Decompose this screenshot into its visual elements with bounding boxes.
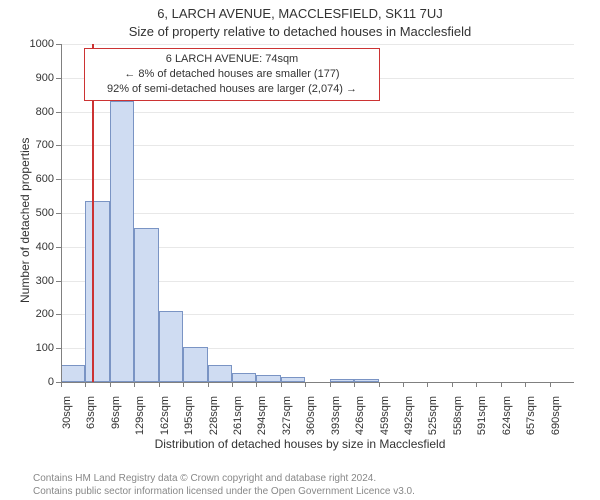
x-tick-label: 294sqm bbox=[256, 396, 268, 446]
x-tick-label: 129sqm bbox=[134, 396, 146, 446]
y-tick-label: 300 bbox=[26, 275, 54, 287]
x-axis-line bbox=[61, 382, 574, 383]
x-tick-label: 591sqm bbox=[476, 396, 488, 446]
histogram-bar bbox=[232, 373, 256, 382]
histogram-bar bbox=[256, 375, 280, 382]
x-tick-label: 525sqm bbox=[427, 396, 439, 446]
attribution-line-1: Contains HM Land Registry data © Crown c… bbox=[33, 472, 415, 485]
annotation-line-1: 6 LARCH AVENUE: 74sqm bbox=[91, 52, 373, 67]
y-tick-label: 200 bbox=[26, 308, 54, 320]
x-tick-label: 393sqm bbox=[330, 396, 342, 446]
x-tick-label: 690sqm bbox=[550, 396, 562, 446]
page-root: 6, LARCH AVENUE, MACCLESFIELD, SK11 7UJ … bbox=[0, 0, 600, 500]
chart-title-address: 6, LARCH AVENUE, MACCLESFIELD, SK11 7UJ bbox=[0, 6, 600, 21]
histogram-bar bbox=[85, 201, 109, 382]
histogram-bar bbox=[159, 311, 183, 382]
x-tick-label: 657sqm bbox=[525, 396, 537, 446]
y-tick-label: 700 bbox=[26, 139, 54, 151]
attribution-line-2: Contains public sector information licen… bbox=[33, 485, 415, 498]
x-tick-label: 162sqm bbox=[159, 396, 171, 446]
y-tick-label: 900 bbox=[26, 72, 54, 84]
histogram-bar bbox=[134, 228, 158, 382]
x-tick-label: 624sqm bbox=[501, 396, 513, 446]
histogram-bar bbox=[208, 365, 232, 382]
x-tick-label: 459sqm bbox=[379, 396, 391, 446]
y-tick-label: 600 bbox=[26, 173, 54, 185]
y-gridline bbox=[61, 112, 574, 113]
x-tick-label: 261sqm bbox=[232, 396, 244, 446]
y-gridline bbox=[61, 44, 574, 45]
histogram-bar bbox=[183, 347, 207, 382]
y-gridline bbox=[61, 145, 574, 146]
x-tick-label: 360sqm bbox=[305, 396, 317, 446]
annotation-box: 6 LARCH AVENUE: 74sqm ← 8% of detached h… bbox=[84, 48, 380, 101]
y-tick-label: 100 bbox=[26, 342, 54, 354]
y-tick-label: 800 bbox=[26, 106, 54, 118]
x-tick-label: 558sqm bbox=[452, 396, 464, 446]
histogram-bar bbox=[110, 101, 134, 382]
x-tick-label: 426sqm bbox=[354, 396, 366, 446]
x-tick-label: 96sqm bbox=[110, 396, 122, 446]
y-tick-label: 400 bbox=[26, 241, 54, 253]
y-tick-label: 0 bbox=[26, 376, 54, 388]
y-gridline bbox=[61, 213, 574, 214]
y-tick-label: 500 bbox=[26, 207, 54, 219]
y-tick-label: 1000 bbox=[26, 38, 54, 50]
x-tick-label: 327sqm bbox=[281, 396, 293, 446]
x-tick-label: 63sqm bbox=[85, 396, 97, 446]
histogram-bar bbox=[61, 365, 85, 382]
x-tick-label: 195sqm bbox=[183, 396, 195, 446]
annotation-line-2: ← 8% of detached houses are smaller (177… bbox=[91, 67, 373, 82]
x-tick-label: 30sqm bbox=[61, 396, 73, 446]
x-tick-label: 492sqm bbox=[403, 396, 415, 446]
y-axis-line bbox=[61, 44, 62, 382]
x-tick-label: 228sqm bbox=[208, 396, 220, 446]
annotation-line-3: 92% of semi-detached houses are larger (… bbox=[91, 82, 373, 97]
chart-title-description: Size of property relative to detached ho… bbox=[0, 24, 600, 39]
attribution-text: Contains HM Land Registry data © Crown c… bbox=[33, 472, 415, 498]
y-gridline bbox=[61, 179, 574, 180]
